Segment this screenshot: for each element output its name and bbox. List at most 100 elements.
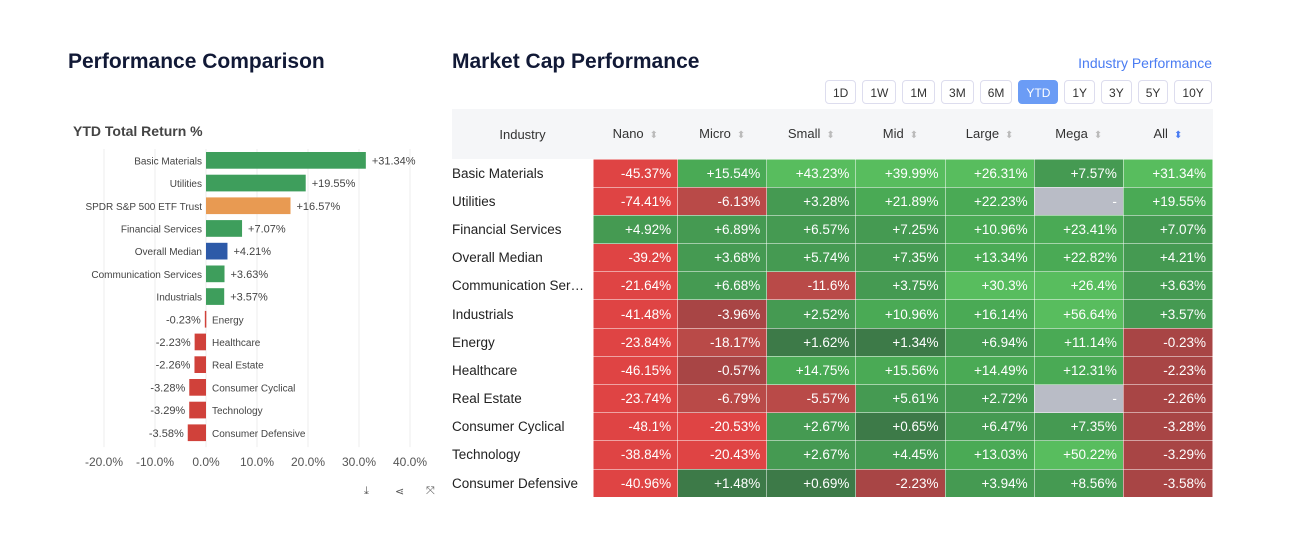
period-1m[interactable]: 1M — [902, 80, 936, 104]
table-row[interactable]: Healthcare -46.15% -0.57% +14.75% +15.56% +14… — [452, 355, 1214, 386]
bar — [206, 288, 225, 305]
performance-cell: +6.57% — [766, 214, 857, 245]
table-row[interactable]: Real Estate -23.74% -6.79% -5.57% +5.61% +2.7… — [452, 383, 1214, 414]
expand-icon[interactable]: ⤧ — [426, 485, 435, 497]
sort-icon[interactable]: ⬍ — [826, 130, 835, 142]
bar — [206, 152, 366, 169]
category-label: Communication Services — [91, 270, 202, 281]
sort-icon[interactable]: ⬍ — [909, 130, 919, 142]
bar — [194, 356, 206, 373]
table-row[interactable]: Financial Services +4.92% +6.89% +6.57% +7.2… — [452, 214, 1214, 245]
performance-cell: +15.54% — [677, 158, 768, 188]
period-1d[interactable]: 1D — [825, 80, 857, 104]
column-header-micro[interactable]: Micro ⬍ — [677, 109, 767, 159]
performance-cell: -3.28% — [1122, 412, 1214, 442]
performance-cell: +1.34% — [855, 327, 946, 357]
sort-icon[interactable]: ⬍ — [736, 130, 746, 142]
sort-icon[interactable]: ⬍ — [1093, 130, 1103, 142]
chart-title: YTD Total Return % — [73, 123, 203, 139]
column-header-small[interactable]: Small ⬍ — [766, 109, 856, 159]
x-tick-label: 0.0% — [192, 455, 220, 469]
sort-icon[interactable]: ⬍ — [649, 130, 659, 142]
industry-name: Consumer Cyclical — [452, 412, 593, 441]
column-header-industry[interactable]: Industry — [452, 109, 593, 159]
period-1y[interactable]: 1Y — [1064, 80, 1096, 104]
bar — [204, 310, 207, 328]
performance-cell: -20.43% — [677, 440, 768, 470]
industry-performance-link[interactable]: Industry Performance — [1078, 55, 1212, 71]
performance-cell: +4.92% — [592, 214, 679, 245]
period-1w[interactable]: 1W — [862, 80, 897, 104]
sort-icon[interactable]: ⬍ — [1173, 130, 1183, 142]
performance-cell: +10.96% — [944, 214, 1035, 245]
x-tick-label: -20.0% — [85, 455, 123, 469]
period-10y[interactable]: 10Y — [1174, 80, 1212, 104]
column-header-nano[interactable]: Nano ⬍ — [593, 109, 678, 159]
performance-cell: -0.23% — [1122, 327, 1214, 357]
data-label: +3.63% — [231, 269, 269, 281]
period-5y[interactable]: 5Y — [1137, 80, 1169, 104]
market-cap-table: Industry Nano ⬍ Micro ⬍ Small ⬍ Mid ⬍ Large ⬍ Mega ⬍… — [452, 109, 1214, 498]
performance-cell: -21.64% — [592, 271, 679, 301]
data-label: +3.57% — [230, 292, 268, 304]
column-header-all[interactable]: All ⬍ — [1123, 109, 1213, 159]
performance-cell: +3.63% — [1122, 271, 1214, 301]
performance-cell: -5.57% — [766, 383, 857, 414]
column-label: Micro — [699, 126, 731, 142]
period-3m[interactable]: 3M — [941, 80, 974, 104]
table-row[interactable]: Consumer Defensive -40.96% +1.48% +0.69% -2.… — [452, 468, 1214, 498]
share-icon[interactable]: ⋖ — [395, 486, 405, 498]
performance-cell: -2.23% — [1122, 355, 1214, 386]
sort-icon[interactable]: ⬍ — [1005, 130, 1014, 142]
performance-cell: -3.58% — [1122, 468, 1214, 498]
table-row[interactable]: Overall Median -39.2% +3.68% +5.74% +7.35% +1… — [452, 243, 1214, 273]
performance-cell: +43.23% — [766, 158, 857, 188]
category-label: Healthcare — [212, 338, 261, 349]
column-header-mega[interactable]: Mega ⬍ — [1034, 109, 1124, 159]
data-label: -3.28% — [150, 382, 185, 394]
data-label: +4.21% — [233, 246, 271, 258]
table-row[interactable]: Communication Services -21.64% +6.68% -11.6… — [452, 271, 1214, 301]
download-icon[interactable]: ⤓ — [364, 485, 369, 497]
data-label: -3.29% — [150, 405, 185, 417]
bar — [206, 265, 225, 283]
x-tick-label: 20.0% — [291, 455, 325, 469]
performance-cell: -23.74% — [592, 383, 679, 414]
table-row[interactable]: Energy -23.84% -18.17% +1.62% +1.34% +6.94% +1… — [452, 327, 1214, 357]
performance-cell: +56.64% — [1033, 299, 1124, 329]
table-row[interactable]: Basic Materials -45.37% +15.54% +43.23% +39.… — [452, 158, 1214, 188]
category-label: Real Estate — [212, 361, 264, 372]
data-label: -0.23% — [166, 314, 201, 326]
performance-cell: +0.65% — [855, 412, 946, 442]
bar — [189, 401, 206, 419]
industry-name: Energy — [452, 328, 593, 357]
table-row[interactable]: Utilities -74.41% -6.13% +3.28% +21.89% +22.2… — [452, 186, 1214, 216]
performance-cell: +31.34% — [1122, 158, 1214, 188]
column-header-large[interactable]: Large ⬍ — [945, 109, 1035, 159]
bar — [206, 220, 243, 237]
performance-cell: -48.1% — [592, 412, 679, 442]
period-3y[interactable]: 3Y — [1101, 80, 1132, 104]
bar — [187, 424, 206, 442]
data-label: +7.07% — [248, 223, 286, 235]
performance-cell: +2.67% — [766, 440, 857, 470]
period-selector: 1D 1W 1M 3M 6M YTD 1Y 3Y 5Y 10Y — [825, 80, 1212, 104]
performance-cell: -11.6% — [766, 271, 857, 301]
data-label: +16.57% — [297, 201, 341, 213]
period-ytd[interactable]: YTD — [1018, 80, 1059, 104]
table-row[interactable]: Industrials -41.48% -3.96% +2.52% +10.96% +16… — [452, 299, 1214, 329]
performance-cell: +4.21% — [1122, 243, 1214, 273]
x-tick-label: 30.0% — [342, 455, 376, 469]
performance-cell: +6.47% — [944, 412, 1035, 442]
period-6m[interactable]: 6M — [979, 80, 1013, 104]
performance-cell: +3.75% — [855, 271, 946, 301]
performance-cell: -20.53% — [677, 412, 768, 442]
category-label: Consumer Cyclical — [212, 383, 295, 394]
performance-cell: -6.13% — [677, 186, 768, 216]
table-row[interactable]: Technology -38.84% -20.43% +2.67% +4.45% +13.… — [452, 440, 1214, 470]
column-header-mid[interactable]: Mid ⬍ — [855, 109, 946, 159]
performance-cell: +30.3% — [944, 271, 1035, 301]
bar — [206, 242, 228, 260]
table-row[interactable]: Consumer Cyclical -48.1% -20.53% +2.67% +0.6… — [452, 412, 1214, 442]
performance-cell: +3.57% — [1122, 299, 1214, 329]
